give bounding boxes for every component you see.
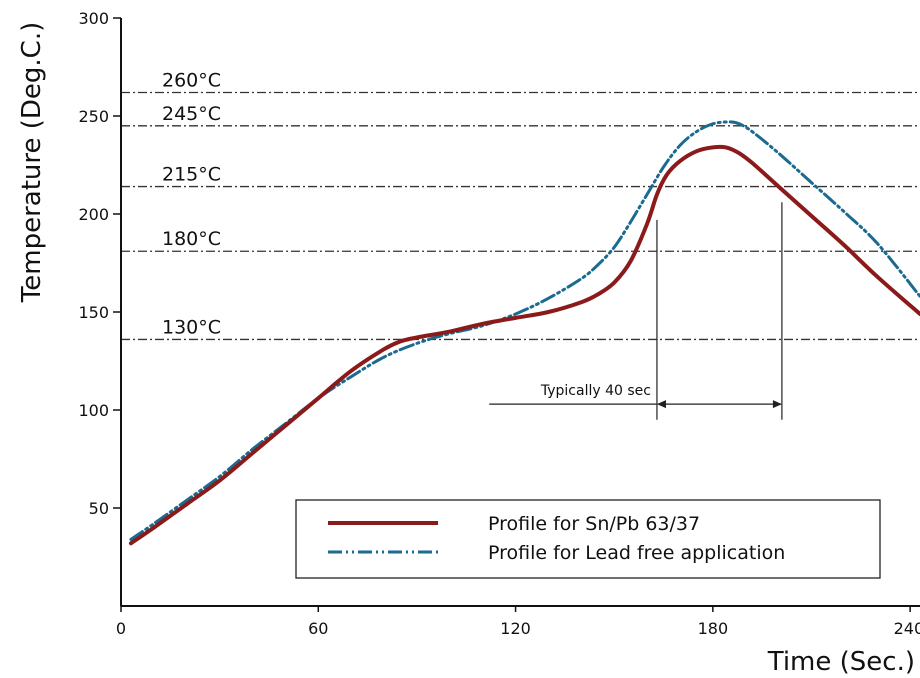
series-layer — [128, 120, 920, 546]
y-axis-title: Temperature (Deg.C.) — [17, 22, 47, 303]
legend-label: Profile for Lead free application — [488, 542, 785, 564]
x-tick-label: 240 — [894, 619, 920, 638]
x-axis-title: Time (Sec.) — [767, 647, 915, 677]
legend-label: Profile for Sn/Pb 63/37 — [488, 513, 700, 535]
legend-box — [295, 499, 881, 579]
annotation-arrow-right — [772, 400, 782, 409]
annotation-layer: Typically 40 sec — [489, 202, 783, 420]
y-tick-label: 150 — [78, 303, 109, 322]
y-tick-label: 50 — [89, 499, 109, 518]
x-tick-label: 0 — [116, 619, 126, 638]
reference-line-label: 245°C — [162, 103, 221, 125]
y-tick-label: 300 — [78, 9, 109, 28]
axes: 50 100 150 200 250 300 0 60 120 180 240 — [78, 9, 920, 638]
reference-line-label: 180°C — [162, 228, 221, 250]
reference-line-label: 215°C — [162, 164, 221, 186]
legend: Profile for Sn/Pb 63/37 Profile for Lead … — [295, 499, 881, 579]
annotation-arrow-left — [656, 400, 666, 409]
series-line-lead-free — [129, 120, 920, 541]
x-tick-label: 180 — [698, 619, 729, 638]
reference-line-label: 260°C — [162, 69, 221, 91]
x-tick-label: 60 — [308, 619, 328, 638]
annotation-label: Typically 40 sec — [540, 383, 651, 399]
reference-line-label: 130°C — [162, 316, 221, 338]
reference-lines: 260°C 245°C 215°C 180°C 130°C — [121, 69, 920, 341]
y-tick-label: 200 — [78, 205, 109, 224]
series-line-snpb — [128, 144, 920, 546]
y-tick-label: 100 — [78, 401, 109, 420]
y-tick-label: 250 — [78, 107, 109, 126]
x-tick-label: 120 — [500, 619, 531, 638]
